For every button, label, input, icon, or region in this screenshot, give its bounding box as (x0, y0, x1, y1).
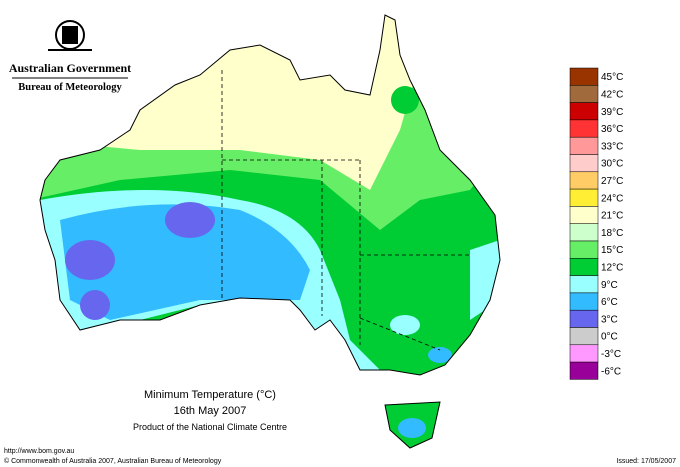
legend-label: 12°C (601, 262, 623, 273)
legend-label: 27°C (601, 176, 623, 187)
legend-swatch (569, 309, 599, 328)
legend-swatch (569, 188, 599, 207)
legend-label: 42°C (601, 89, 623, 100)
legend-swatch (569, 136, 599, 155)
map-date: 16th May 2007 (174, 405, 247, 417)
legend-swatch (569, 171, 599, 190)
legend: 45°C 42°C 39°C 36°C 33°C 30°C 27°C 24°C 21°C 18°C… (569, 67, 623, 380)
footer-url: http://www.bom.gov.au (4, 448, 74, 455)
legend-label: -6°C (601, 366, 621, 377)
legend-swatch (569, 67, 599, 86)
footer-issued: Issued: 17/05/2007 (616, 458, 676, 465)
legend-swatch (569, 154, 599, 173)
legend-swatch (569, 344, 599, 363)
bureau: Bureau of Meteorology (18, 82, 122, 93)
legend-label: 45°C (601, 72, 623, 83)
legend-label: 0°C (601, 332, 618, 343)
legend-swatch (569, 361, 599, 380)
legend-swatch (569, 258, 599, 276)
map-title: Minimum Temperature (°C) (144, 389, 276, 401)
legend-swatch (569, 292, 599, 311)
legend-label: 39°C (601, 107, 623, 118)
legend-swatch (569, 206, 599, 224)
legend-swatch (569, 102, 599, 121)
legend-swatch (569, 275, 599, 294)
crest (48, 20, 92, 51)
legend-swatch (569, 119, 599, 138)
legend-swatch (569, 223, 599, 242)
legend-swatch (569, 327, 599, 346)
legend-label: 21°C (601, 211, 623, 222)
map-product: Product of the National Climate Centre (133, 422, 287, 432)
footer-copyright: © Commonwealth of Australia 2007, Austra… (4, 457, 222, 465)
legend-label: 33°C (601, 141, 623, 152)
legend-label: 36°C (601, 124, 623, 135)
legend-label: 15°C (601, 245, 623, 256)
agency: Australian Government (9, 61, 131, 75)
legend-label: 6°C (601, 297, 618, 308)
legend-label: 24°C (601, 193, 623, 204)
legend-label: -3°C (601, 349, 621, 360)
legend-swatch (569, 85, 599, 103)
legend-swatch (569, 240, 599, 259)
legend-label: 30°C (601, 159, 623, 170)
legend-label: 3°C (601, 314, 618, 325)
legend-label: 18°C (601, 228, 623, 239)
legend-label: 9°C (601, 280, 618, 291)
